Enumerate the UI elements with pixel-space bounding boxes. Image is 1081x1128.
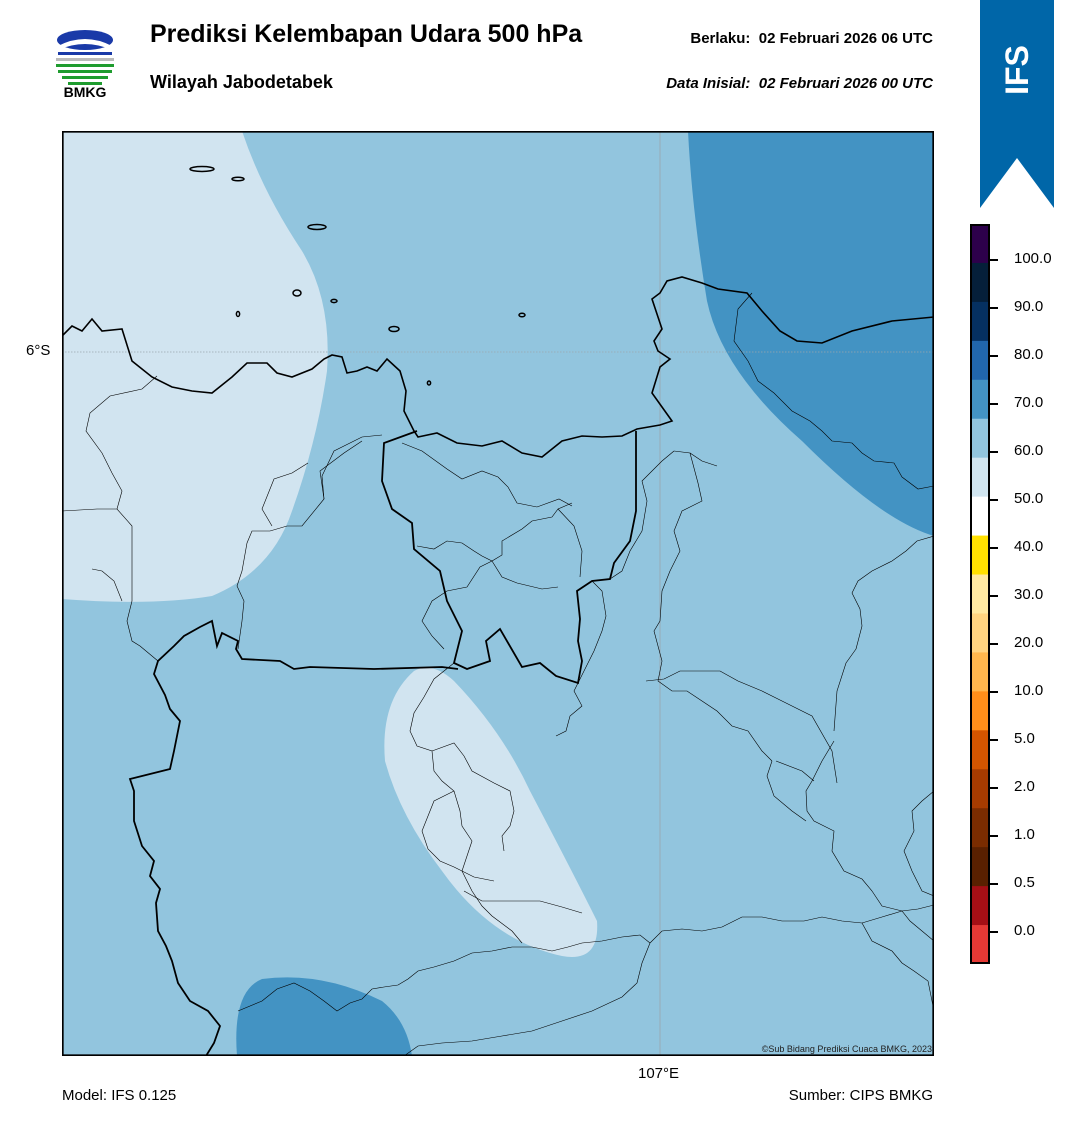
- logo-text: BMKG: [63, 84, 107, 100]
- colorbar-tick: [990, 643, 998, 645]
- colorbar-tick-label: 0.5: [1014, 874, 1035, 891]
- colorbar-segment: [970, 379, 990, 420]
- humidity-zone-70-80-south: [236, 977, 412, 1056]
- colorbar-segment: [970, 340, 990, 381]
- colorbar-tick: [990, 595, 998, 597]
- colorbar-tick: [990, 355, 998, 357]
- model-label: Model: IFS 0.125: [62, 1087, 177, 1104]
- valid-time: Berlaku: 02 Februari 2026 06 UTC: [600, 30, 933, 47]
- colorbar-segment: [970, 301, 990, 342]
- colorbar-segment: [970, 224, 990, 264]
- island: [330, 298, 338, 304]
- colorbar-tick-label: 2.0: [1014, 778, 1035, 795]
- colorbar-tick-label: 20.0: [1014, 634, 1044, 651]
- colorbar-segment: [970, 574, 990, 614]
- colorbar-segment: [970, 730, 990, 770]
- colorbar-border: [970, 224, 990, 964]
- initial-value: 02 Februari 2026 00 UTC: [758, 75, 933, 92]
- colorbar-segment: [970, 847, 990, 887]
- colorbar-segment: [970, 925, 990, 964]
- regency-borders: [62, 292, 934, 1056]
- colorbar-tick-label: 50.0: [1014, 490, 1044, 507]
- humidity-map: [62, 131, 934, 1056]
- colorbar-tick: [990, 835, 998, 837]
- valid-value: 02 Februari 2026 06 UTC: [758, 30, 933, 47]
- colorbar-segment: [970, 418, 990, 459]
- colorbar-tick: [990, 451, 998, 453]
- island: [231, 176, 245, 182]
- colorbar-segment: [970, 769, 990, 809]
- colorbar-segment: [970, 691, 990, 731]
- island: [388, 325, 400, 333]
- initial-label: Data Inisial:: [666, 75, 751, 92]
- colorbar-tick: [990, 307, 998, 309]
- colorbar-segment: [970, 652, 990, 692]
- island: [307, 223, 327, 231]
- colorbar-tick-label: 60.0: [1014, 442, 1044, 459]
- map-subtitle: Wilayah Jabodetabek: [150, 72, 333, 92]
- colorbar-segment: [970, 886, 990, 926]
- colorbar-segment: [970, 808, 990, 848]
- colorbar-tick-label: 70.0: [1014, 394, 1044, 411]
- humidity-zone-70-80-northeast: [688, 131, 934, 536]
- colorbar-tick-label: 30.0: [1014, 586, 1044, 603]
- colorbar-segment: [970, 457, 990, 498]
- province-border: [128, 619, 459, 1056]
- colorbar-segment: [970, 535, 990, 576]
- colorbar-tick: [990, 787, 998, 789]
- map-title: Prediksi Kelembapan Udara 500 hPa: [150, 20, 583, 48]
- valid-label: Berlaku:: [690, 30, 751, 47]
- colorbar: [970, 224, 990, 964]
- source-label: Sumber: CIPS BMKG: [788, 1087, 933, 1104]
- ribbon-text: IFS: [999, 45, 1035, 95]
- ifs-ribbon: IFS: [980, 0, 1054, 208]
- island: [426, 380, 432, 386]
- lat-label: 6°S: [26, 342, 51, 359]
- island: [518, 312, 526, 318]
- province-border: [381, 430, 637, 685]
- bmkg-logo-icon: [56, 30, 114, 85]
- island: [235, 310, 241, 318]
- colorbar-tick-label: 100.0: [1014, 250, 1052, 267]
- colorbar-tick: [990, 403, 998, 405]
- humidity-zone-50-60-central: [384, 667, 598, 957]
- colorbar-tick-label: 10.0: [1014, 682, 1044, 699]
- colorbar-tick: [990, 691, 998, 693]
- colorbar-tick: [990, 259, 998, 261]
- colorbar-tick: [990, 739, 998, 741]
- map-credit: ©Sub Bidang Prediksi Cuaca BMKG, 2023: [761, 1044, 932, 1054]
- colorbar-tick: [990, 499, 998, 501]
- colorbar-segment: [970, 262, 990, 303]
- lon-label: 107°E: [638, 1065, 680, 1082]
- coastline: [62, 276, 934, 458]
- colorbar-tick-label: 40.0: [1014, 538, 1044, 555]
- colorbar-tick-label: 80.0: [1014, 346, 1044, 363]
- colorbar-tick-label: 0.0: [1014, 922, 1035, 939]
- colorbar-segment: [970, 613, 990, 653]
- colorbar-tick: [990, 883, 998, 885]
- colorbar-segment: [970, 496, 990, 537]
- humidity-zone-50-60-northwest: [62, 131, 328, 602]
- colorbar-tick-label: 90.0: [1014, 298, 1044, 315]
- island: [292, 289, 302, 297]
- colorbar-tick-label: 1.0: [1014, 826, 1035, 843]
- colorbar-tick: [990, 547, 998, 549]
- initial-time: Data Inisial: 02 Februari 2026 00 UTC: [560, 75, 933, 92]
- colorbar-tick-label: 5.0: [1014, 730, 1035, 747]
- colorbar-tick: [990, 931, 998, 933]
- island: [189, 165, 215, 173]
